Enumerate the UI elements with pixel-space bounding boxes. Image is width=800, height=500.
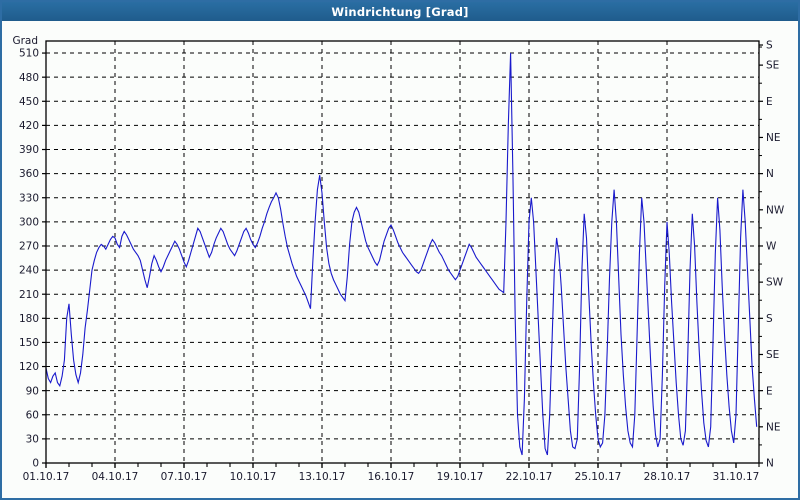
y-tick-label-left: 0 (32, 458, 39, 470)
y-tick-label-right: W (766, 241, 777, 253)
x-tick-label: 07.10.17 (161, 471, 208, 483)
plot-frame (45, 40, 760, 464)
x-tick-label: 13.10.17 (299, 471, 346, 483)
y-tick-label-right: N (766, 458, 774, 470)
y-tick-label-right: NE (766, 132, 781, 144)
y-tick-label-left: 60 (26, 409, 39, 421)
y-tick-label-left: 90 (26, 385, 39, 397)
data-series-wind-direction (45, 53, 758, 456)
page-title: Windrichtung [Grad] (331, 4, 469, 19)
y-tick-label-left: 240 (19, 265, 39, 277)
y-tick-label-right: NW (766, 204, 785, 216)
y-tick-label-right: E (766, 96, 773, 108)
x-tick-label: 01.10.17 (23, 471, 70, 483)
y-tick-label-left: 30 (26, 433, 39, 445)
y-tick-label-left: 450 (19, 96, 39, 108)
y-tick-label-left: 210 (19, 289, 39, 301)
y-tick-label-left: 150 (19, 337, 39, 349)
y-tick-label-left: 420 (19, 120, 39, 132)
x-tick-label: 25.10.17 (575, 471, 622, 483)
y-tick-label-right: S (766, 313, 773, 325)
y-tick-label-right: S (766, 40, 773, 52)
y-tick-label-left: 510 (19, 48, 39, 60)
y-tick-label-right: N (766, 168, 774, 180)
y-tick-label-left: 480 (19, 72, 39, 84)
x-tick-label: 28.10.17 (644, 471, 691, 483)
x-tick-label: 31.10.17 (713, 471, 760, 483)
y-tick-label-left: 360 (19, 168, 39, 180)
chart-canvas: 0 30 60 90 120 150 180 210 240 270 300 330 360 390 420… (2, 21, 798, 498)
window-title-bar: Windrichtung [Grad] (2, 2, 798, 21)
y-tick-label-right: NE (766, 421, 781, 433)
y-tick-label-left: 390 (19, 144, 39, 156)
y-axis-label-grad: Grad (12, 35, 38, 47)
x-tick-label: 04.10.17 (92, 471, 139, 483)
y-tick-label-left: 120 (19, 361, 39, 373)
x-tick-label: 16.10.17 (368, 471, 415, 483)
y-tick-label-left: 180 (19, 313, 39, 325)
y-tick-label-left: 300 (19, 216, 39, 228)
y-tick-label-left: 330 (19, 192, 39, 204)
y-tick-label-right: E (766, 385, 773, 397)
y-tick-label-right: SW (766, 277, 784, 289)
x-tick-label: 19.10.17 (437, 471, 484, 483)
y-tick-label-right: SE (766, 60, 779, 72)
wind-direction-line-chart: 0 30 60 90 120 150 180 210 240 270 300 330 360 390 420… (12, 35, 785, 483)
y-tick-label-left: 270 (19, 241, 39, 253)
y-tick-label-right: SE (766, 349, 779, 361)
x-tick-label: 22.10.17 (506, 471, 553, 483)
x-tick-label: 10.10.17 (230, 471, 277, 483)
